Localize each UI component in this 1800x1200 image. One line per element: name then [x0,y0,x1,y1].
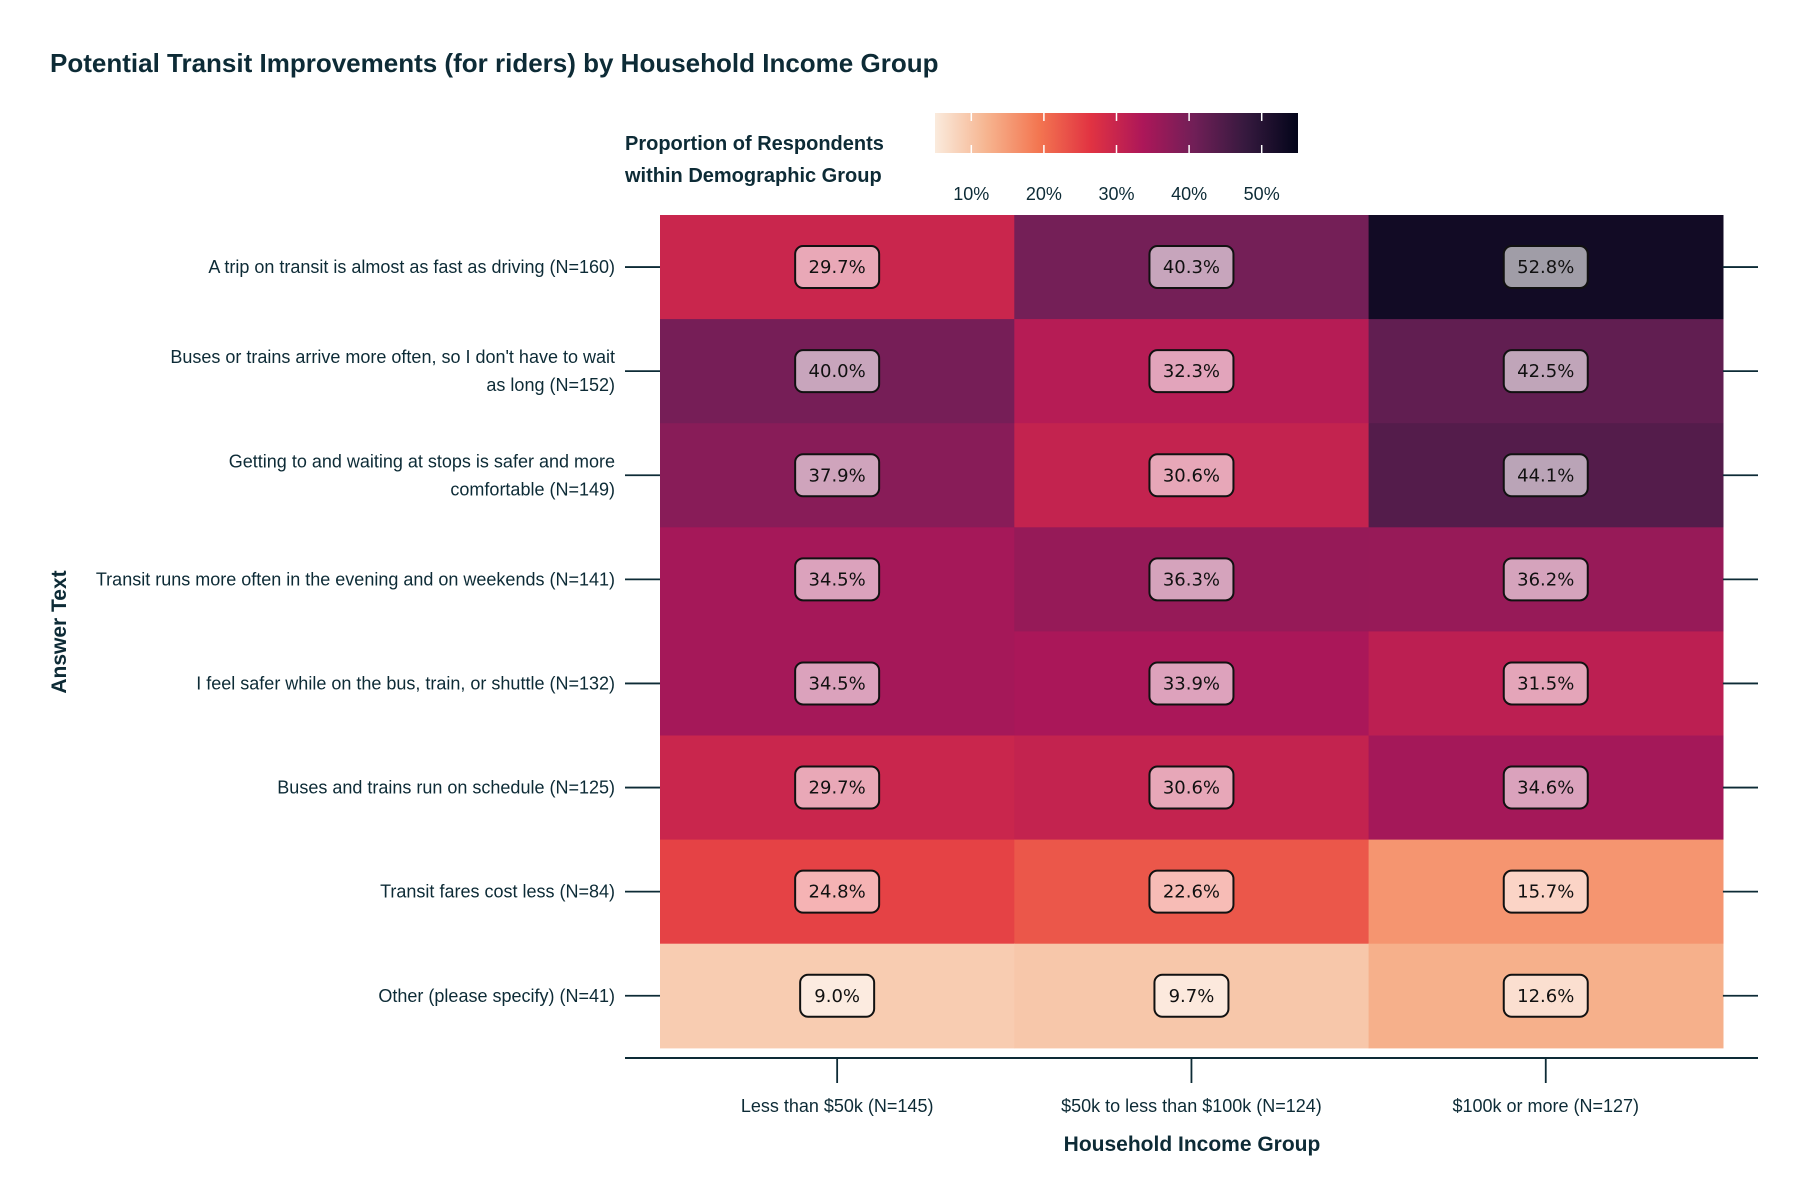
x-axis-title: Household Income Group [1064,1133,1321,1156]
cell-value-label: 32.3% [1163,361,1220,382]
legend-tick-label: 10% [953,184,989,204]
row-label: Other (please specify) (N=41) [378,986,615,1006]
legend-tick-label: 50% [1244,184,1280,204]
row-label: Buses or trains arrive more often, so I … [170,347,615,367]
legend-tick-label: 30% [1098,184,1134,204]
cell-value-label: 42.5% [1517,361,1574,382]
cell-label-box [1148,765,1235,810]
cell-value-label: 34.5% [809,673,866,694]
legend-ticks: 10% 20% 30% 40% 50% [953,113,1280,204]
cell-label-box [1148,869,1235,914]
cell-value-label: 44.1% [1517,465,1574,486]
cell-label-box [794,869,881,914]
cell-label-box [1502,869,1589,914]
cell-label-box [799,973,876,1018]
row-label: Buses and trains run on schedule (N=125) [277,778,615,798]
cell-value-label: 52.8% [1517,257,1574,278]
cell-value-label: 29.7% [809,257,866,278]
cell-value-label: 40.0% [809,361,866,382]
column-label: Less than $50k (N=145) [741,1096,934,1116]
cell-value-label: 34.6% [1517,778,1574,799]
row-label: A trip on transit is almost as fast as d… [208,257,615,277]
cell-value-label: 37.9% [809,465,866,486]
cell-label-box [1502,453,1589,498]
cell-value-label: 36.2% [1517,569,1574,590]
row-label: Transit fares cost less (N=84) [380,882,615,902]
chart-title: Potential Transit Improvements (for ride… [50,48,938,78]
row-label: Transit runs more often in the evening a… [96,569,615,589]
cell-label-box [1148,349,1235,394]
cell-label-box [1502,557,1589,602]
cell-label-box [1502,661,1589,706]
cell-value-label: 34.5% [809,569,866,590]
cell-label-box [794,661,881,706]
row-label: Getting to and waiting at stops is safer… [229,451,615,471]
cell-value-label: 31.5% [1517,673,1574,694]
cell-value-label: 24.8% [809,882,866,903]
row-label: I feel safer while on the bus, train, or… [196,673,615,693]
cell-value-label: 33.9% [1163,673,1220,694]
cell-value-label: 9.7% [1169,986,1215,1007]
cell-label-box [1502,245,1589,290]
legend: Proportion of Respondents within Demogra… [624,113,1298,204]
cell-label-box [1502,765,1589,810]
legend-title-line-1: Proportion of Respondents [625,133,884,155]
cell-label-box [1153,973,1230,1018]
cell-value-label: 30.6% [1163,778,1220,799]
cell-label-box [1502,973,1589,1018]
cell-label-box [794,349,881,394]
cell-label-box [1148,245,1235,290]
cell-value-label: 22.6% [1163,882,1220,903]
cell-value-label: 15.7% [1517,882,1574,903]
y-axis-title: Answer Text [48,570,71,693]
cell-label-box [794,765,881,810]
column-labels: Less than $50k (N=145) $50k to less than … [741,1058,1639,1116]
cell-label-box [794,453,881,498]
cell-label-box [794,557,881,602]
cell-value-label: 29.7% [809,778,866,799]
column-label: $100k or more (N=127) [1452,1096,1639,1116]
cell-value-label: 12.6% [1517,986,1574,1007]
cell-label-box [1148,453,1235,498]
column-label: $50k to less than $100k (N=124) [1061,1096,1322,1116]
row-label: comfortable (N=149) [450,479,615,499]
cell-label-box [1148,661,1235,706]
cell-label-box [794,245,881,290]
cell-value-label: 36.3% [1163,569,1220,590]
cell-value-label: 9.0% [814,986,860,1007]
row-label: as long (N=152) [486,375,615,395]
legend-tick-label: 40% [1171,184,1207,204]
heatmap-cells: 29.7% 40.3% 52.8% 40.0% 32.3% 42.5% 37.9% 30.6%… [660,215,1724,1049]
cell-value-label: 30.6% [1163,465,1220,486]
legend-tick-label: 20% [1026,184,1062,204]
cell-label-box [1148,557,1235,602]
legend-title-line-2: within Demographic Group [624,165,882,187]
cell-label-box [1502,349,1589,394]
cell-value-label: 40.3% [1163,257,1220,278]
row-labels: A trip on transit is almost as fast as d… [96,257,1758,1006]
